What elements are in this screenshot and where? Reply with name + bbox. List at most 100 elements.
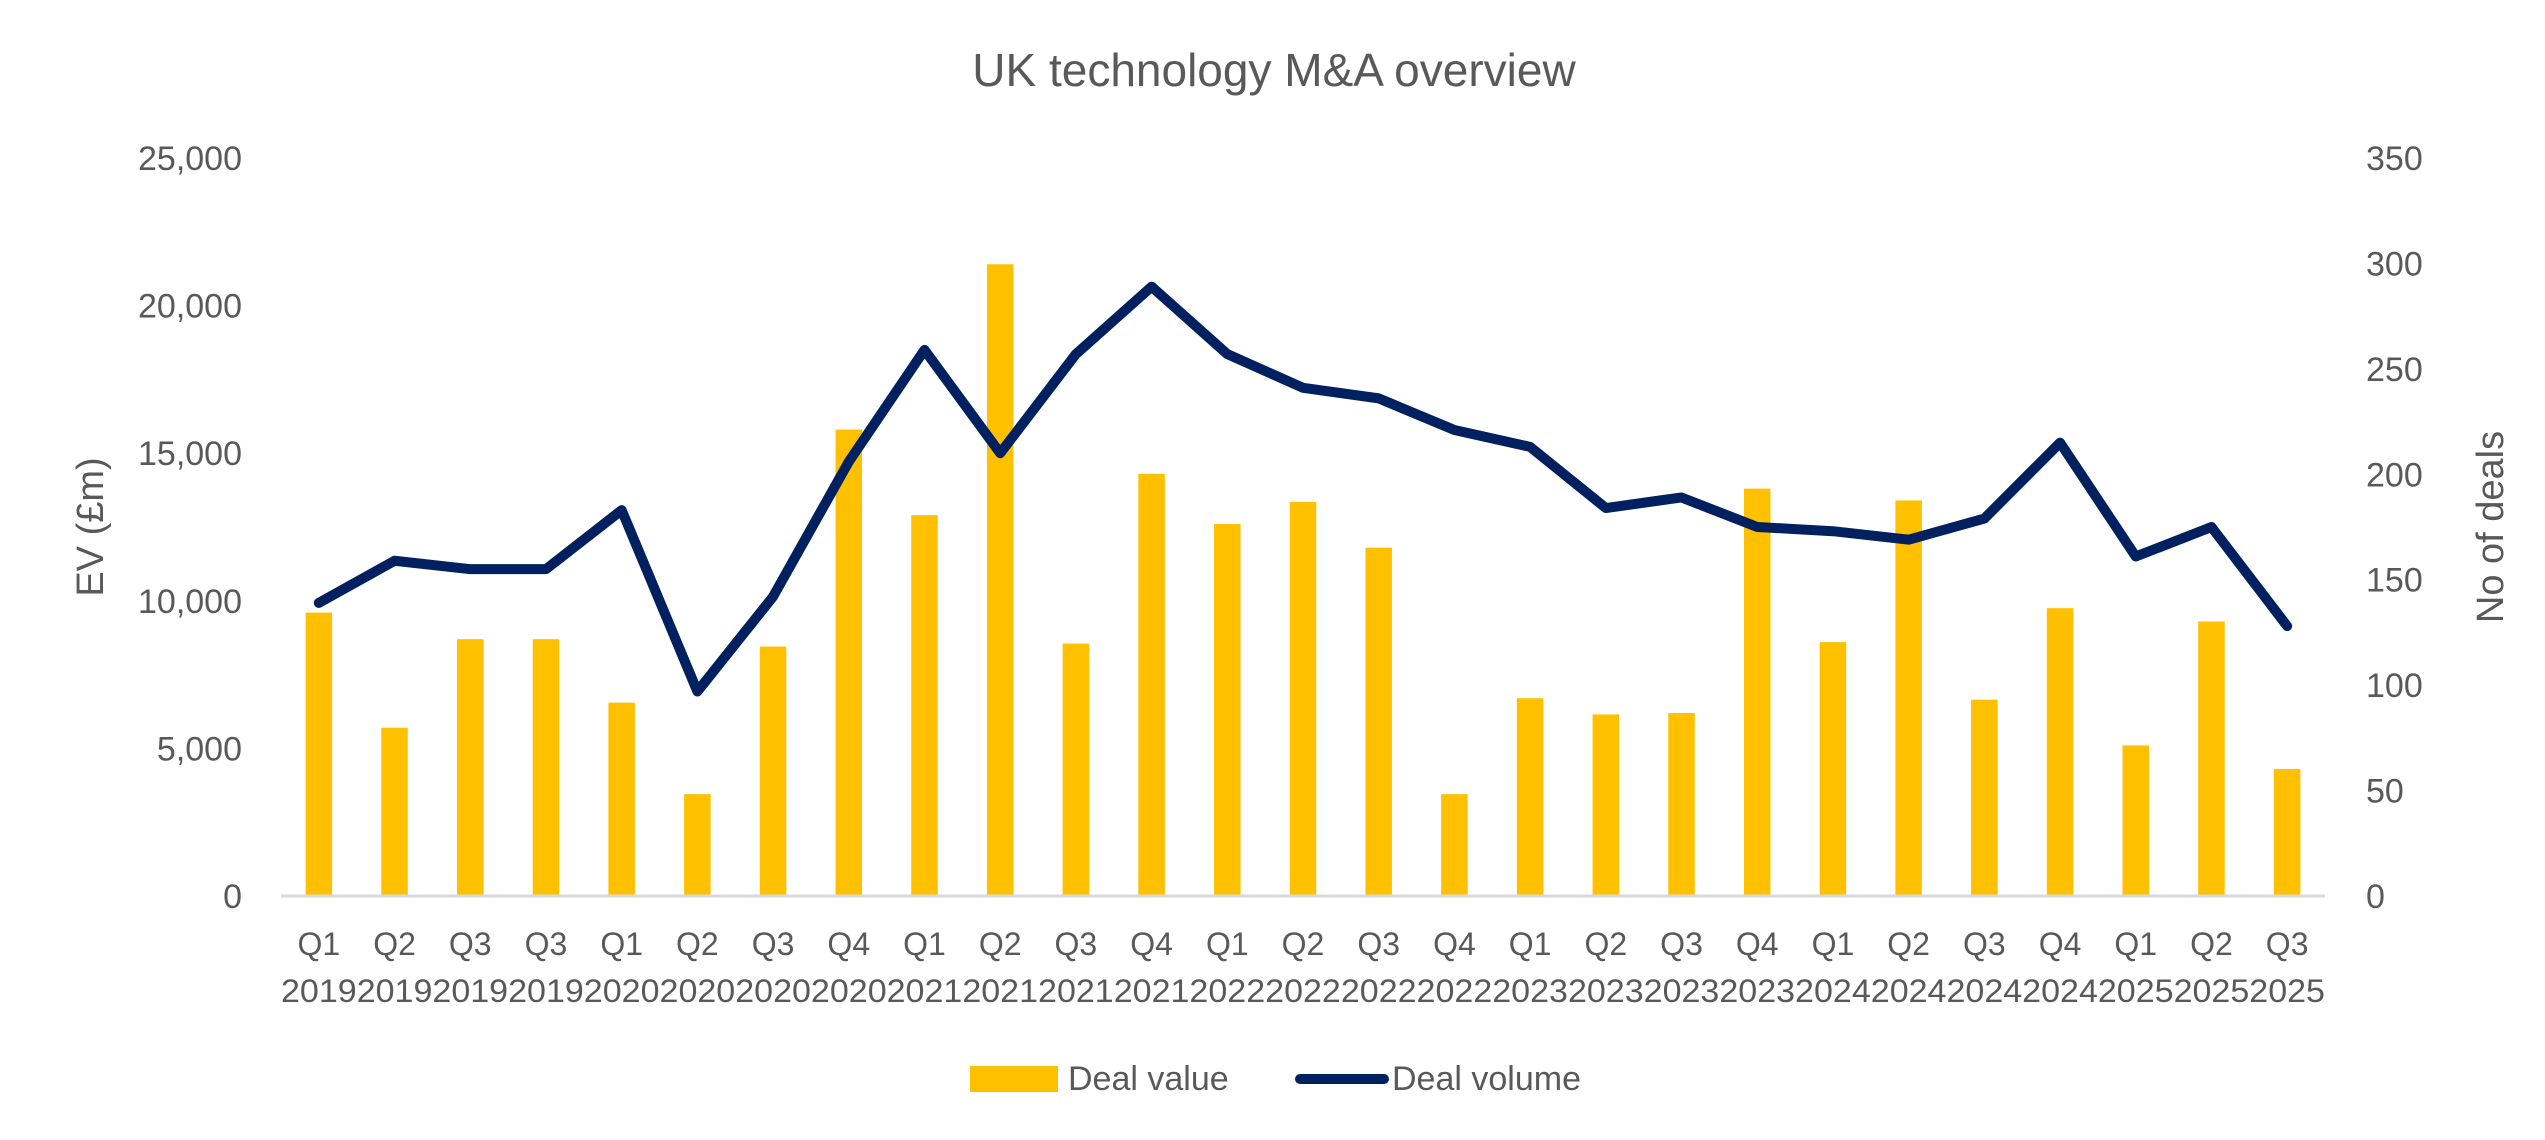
x-tick-quarter: Q4 (1130, 926, 1173, 962)
bar-deal-value (381, 727, 408, 896)
right-axis-title: No of deals (2470, 431, 2512, 623)
legend: Deal value Deal volume (970, 1060, 1581, 1098)
right-tick-label: 100 (2366, 667, 2423, 705)
line-series-deal-volume (313, 281, 2293, 697)
bar-deal-value (759, 646, 787, 896)
x-tick-year: 2023 (1719, 973, 1795, 1009)
x-tick-year: 2020 (735, 973, 811, 1009)
left-tick-label: 15,000 (138, 435, 242, 473)
bar-deal-value (1743, 488, 1771, 896)
x-tick-year: 2022 (1341, 973, 1417, 1009)
right-tick-label: 50 (2366, 773, 2404, 811)
x-tick-quarter: Q1 (903, 926, 946, 962)
bar-deal-value (1592, 714, 1620, 896)
bar-deal-value (532, 639, 560, 896)
bar-deal-value (1365, 547, 1392, 896)
x-tick-year: 2019 (357, 973, 433, 1009)
x-tick-quarter: Q3 (1357, 926, 1400, 962)
x-tick-quarter: Q4 (1433, 926, 1476, 962)
legend-swatch-deal-value (970, 1066, 1058, 1092)
bar-deal-value (2122, 745, 2149, 896)
x-tick-year: 2022 (1417, 973, 1493, 1009)
left-axis-ticks: 0 5,000 10,000 15,000 20,000 25,000 (138, 140, 242, 916)
x-tick-year: 2019 (508, 973, 584, 1009)
left-tick-label: 25,000 (138, 140, 242, 178)
x-tick-year: 2022 (1189, 973, 1265, 1009)
bar-deal-value (1516, 698, 1544, 896)
bar-deal-value (1289, 501, 1317, 896)
legend-item-deal-volume[interactable]: Deal volume (1295, 1060, 1581, 1098)
right-tick-label: 250 (2366, 351, 2423, 389)
left-tick-label: 10,000 (138, 583, 242, 621)
bar-deal-value (1062, 643, 1090, 896)
x-tick-year: 2020 (811, 973, 887, 1009)
x-tick-quarter: Q1 (2114, 926, 2157, 962)
left-tick-label: 0 (223, 878, 242, 916)
left-tick-label: 5,000 (157, 730, 242, 768)
legend-item-deal-value[interactable]: Deal value (970, 1060, 1229, 1098)
x-tick-year: 2025 (2174, 973, 2250, 1009)
bar-deal-value (305, 612, 333, 896)
x-tick-quarter: Q4 (2039, 926, 2082, 962)
bar-deal-value (1668, 712, 1695, 896)
bar-deal-value (457, 639, 484, 896)
x-tick-quarter: Q3 (449, 926, 492, 962)
bar-deal-value (608, 702, 635, 896)
bar-deal-value (1819, 642, 1847, 896)
x-tick-quarter: Q4 (827, 926, 870, 962)
bar-deal-value (1895, 500, 1922, 896)
x-tick-quarter: Q2 (373, 926, 416, 962)
x-tick-year: 2023 (1644, 973, 1720, 1009)
right-tick-label: 200 (2366, 456, 2423, 494)
x-tick-year: 2019 (281, 973, 357, 1009)
right-tick-label: 150 (2366, 562, 2423, 600)
x-tick-quarter: Q4 (1736, 926, 1779, 962)
bar-series-deal-value (305, 264, 2301, 897)
x-tick-year: 2024 (1795, 973, 1871, 1009)
left-axis-title: EV (£m) (70, 457, 112, 596)
bar-deal-value (1214, 524, 1241, 896)
x-tick-year: 2024 (2022, 973, 2098, 1009)
legend-label-deal-value: Deal value (1068, 1060, 1229, 1098)
x-tick-year: 2021 (1114, 973, 1190, 1009)
x-tick-quarter: Q1 (298, 926, 341, 962)
x-tick-year: 2023 (1568, 973, 1644, 1009)
x-tick-quarter: Q3 (525, 926, 568, 962)
bar-deal-value (986, 264, 1014, 897)
x-tick-year: 2019 (432, 973, 508, 1009)
bar-deal-value (1138, 473, 1165, 896)
x-tick-year: 2024 (1871, 973, 1947, 1009)
x-tick-quarter: Q3 (752, 926, 795, 962)
chart-title: UK technology M&A overview (972, 44, 1576, 96)
x-tick-quarter: Q1 (1509, 926, 1552, 962)
x-tick-quarter: Q2 (1584, 926, 1627, 962)
x-tick-quarter: Q3 (1963, 926, 2006, 962)
x-tick-year: 2022 (1265, 973, 1341, 1009)
x-tick-year: 2020 (660, 973, 736, 1009)
x-tick-year: 2021 (962, 973, 1038, 1009)
x-tick-quarter: Q2 (1887, 926, 1930, 962)
bar-deal-value (2273, 769, 2301, 896)
x-axis-labels: Q1 2019 Q2 2019 Q3 2019 Q3 2019 Q1 2020 Q2 2020 Q3 20… (281, 926, 2325, 1009)
x-tick-quarter: Q2 (2190, 926, 2233, 962)
bar-deal-value (835, 429, 863, 896)
right-tick-label: 0 (2366, 878, 2385, 916)
right-tick-label: 300 (2366, 245, 2423, 283)
x-tick-year: 2024 (1946, 973, 2022, 1009)
x-tick-quarter: Q2 (1282, 926, 1325, 962)
x-tick-quarter: Q2 (979, 926, 1022, 962)
x-tick-quarter: Q3 (2266, 926, 2309, 962)
x-tick-year: 2025 (2249, 973, 2325, 1009)
left-tick-label: 20,000 (138, 288, 242, 326)
x-tick-quarter: Q1 (600, 926, 643, 962)
x-tick-quarter: Q1 (1812, 926, 1855, 962)
bar-deal-value (2198, 621, 2225, 896)
x-tick-quarter: Q1 (1206, 926, 1249, 962)
x-tick-year: 2021 (1038, 973, 1114, 1009)
x-tick-year: 2021 (887, 973, 963, 1009)
bar-deal-value (1441, 794, 1468, 896)
x-tick-year: 2023 (1492, 973, 1568, 1009)
bar-deal-value (684, 794, 711, 896)
bar-deal-value (2046, 608, 2074, 896)
